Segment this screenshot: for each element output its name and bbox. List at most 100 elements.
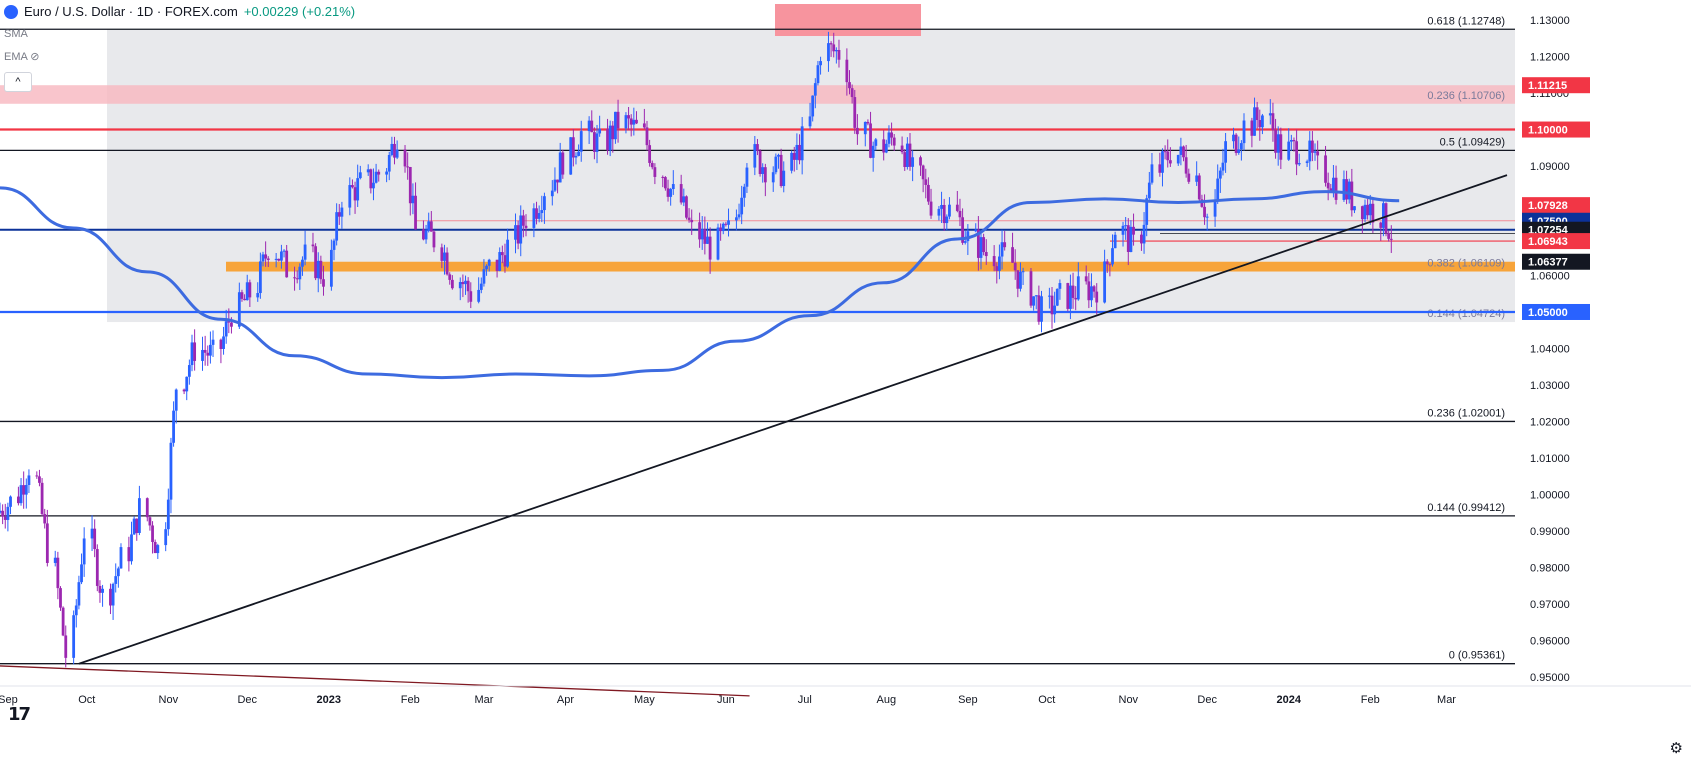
ema-legend[interactable]: EMA ⊘ <box>4 50 40 63</box>
candle <box>450 275 454 290</box>
candle <box>645 120 649 151</box>
price-tag-bg <box>1522 121 1590 138</box>
candle <box>1216 164 1220 204</box>
candle-body <box>671 184 675 190</box>
symbol-title[interactable]: Euro / U.S. Dollar · 1D · FOREX.com <box>24 4 238 19</box>
candle-body <box>663 177 667 189</box>
price-tag-label: 1.06943 <box>1528 236 1568 248</box>
candle-body <box>77 582 81 606</box>
candle-body <box>648 145 652 163</box>
candle-body <box>132 518 136 535</box>
candle-body <box>240 292 244 299</box>
candle-body <box>137 498 141 533</box>
candle <box>222 326 225 355</box>
candle <box>848 70 851 95</box>
y-tick-label: 1.04000 <box>1530 343 1570 355</box>
candle <box>1261 113 1264 135</box>
candle <box>164 522 168 552</box>
candle <box>745 163 749 194</box>
candle <box>727 208 730 237</box>
candle-body <box>535 208 538 219</box>
candle <box>884 139 888 154</box>
candle-body <box>629 118 633 125</box>
candle <box>93 519 97 558</box>
candle <box>485 264 488 276</box>
candle <box>406 152 410 180</box>
candle <box>314 243 318 281</box>
candle-body <box>642 123 646 128</box>
candle <box>1040 290 1043 333</box>
candle-body <box>611 125 615 140</box>
candle <box>1047 287 1051 309</box>
candle <box>1013 249 1017 280</box>
candle <box>427 212 431 233</box>
candle-body <box>1076 276 1080 300</box>
candle <box>1308 131 1312 171</box>
candle <box>700 216 704 250</box>
highlight-box <box>775 4 921 36</box>
settings-gear-icon[interactable]: ⚙ <box>1669 740 1683 757</box>
candle <box>569 137 573 175</box>
y-tick-label: 0.97000 <box>1530 599 1570 611</box>
candle <box>1250 117 1254 148</box>
candle <box>1276 126 1280 166</box>
candle-body <box>1205 216 1209 218</box>
eye-hidden-icon[interactable]: ⊘ <box>30 51 40 63</box>
candle <box>403 145 407 173</box>
sma-legend[interactable]: SMA <box>4 28 28 40</box>
candle-body <box>498 252 502 271</box>
candle-body <box>1066 283 1070 309</box>
candle <box>795 133 799 170</box>
collapse-indicators-button[interactable]: ^ <box>4 72 32 92</box>
candle <box>372 168 375 201</box>
candle-body <box>614 111 617 140</box>
candle <box>285 244 289 278</box>
candle-body <box>403 149 407 167</box>
y-tick-label: 1.09000 <box>1530 161 1570 173</box>
candle-body <box>59 588 62 608</box>
chart-header: Euro / U.S. Dollar · 1D · FOREX.com +0.0… <box>4 4 355 19</box>
candle-body <box>837 49 841 60</box>
candle-body <box>93 528 97 550</box>
candle <box>132 516 136 535</box>
y-tick-label: 1.03000 <box>1530 380 1570 392</box>
candle-body <box>245 282 249 301</box>
candle <box>487 258 491 272</box>
candle <box>358 165 362 180</box>
candle <box>911 150 915 182</box>
candle-body <box>1000 242 1004 257</box>
candle <box>56 551 60 600</box>
chevron-up-icon: ^ <box>15 76 21 88</box>
candle <box>537 205 541 223</box>
candle-body <box>819 61 822 66</box>
candle <box>558 142 562 183</box>
candle-body <box>679 184 683 203</box>
candle-body <box>795 144 799 160</box>
candle <box>256 282 260 302</box>
price-tag-bg <box>1522 233 1590 250</box>
candle-body <box>1250 120 1254 136</box>
candle <box>1187 168 1191 184</box>
candle-body <box>1050 295 1054 315</box>
candle-body <box>224 321 228 337</box>
candle <box>116 566 120 588</box>
y-tick-label: 1.01000 <box>1530 453 1570 465</box>
candle-body <box>1368 203 1372 216</box>
candle-body <box>1187 173 1191 182</box>
candle-body <box>1074 297 1078 300</box>
candle <box>535 201 538 225</box>
candle <box>500 245 504 264</box>
candle <box>1121 221 1125 247</box>
candle <box>979 231 983 270</box>
candle-body <box>503 255 507 267</box>
candle-body <box>387 154 391 172</box>
candle-body <box>201 349 204 361</box>
candle <box>19 478 23 506</box>
candle <box>38 469 41 487</box>
candle-body <box>356 178 360 201</box>
candle-body <box>1176 154 1180 164</box>
candle-body <box>6 506 10 520</box>
candle-body <box>164 529 168 546</box>
candle <box>495 259 499 278</box>
